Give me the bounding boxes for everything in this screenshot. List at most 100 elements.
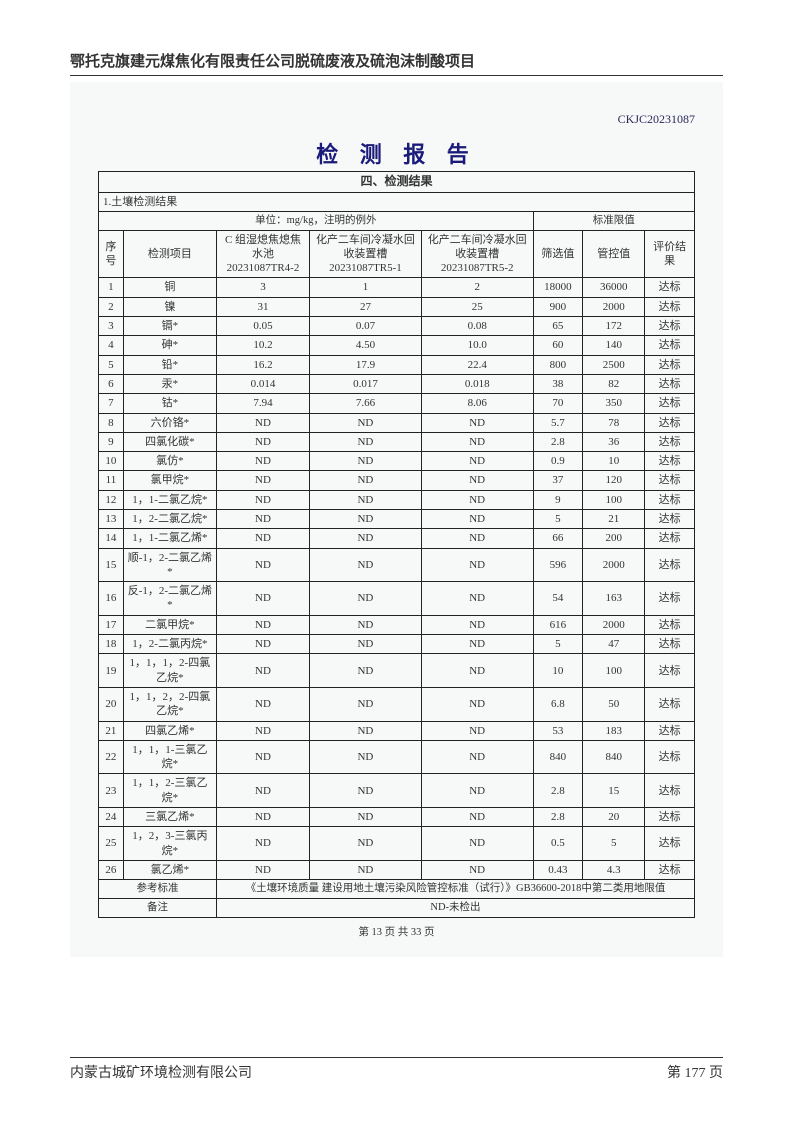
- table-cell: 3: [216, 278, 309, 297]
- table-cell: 82: [583, 374, 645, 393]
- table-cell: 2000: [583, 615, 645, 634]
- table-row: 26氯乙烯*NDNDND0.434.3达标: [99, 860, 695, 879]
- table-row: 16反-1，2-二氯乙烯*NDNDND54163达标: [99, 582, 695, 616]
- table-cell: 36000: [583, 278, 645, 297]
- col-item: 检测项目: [123, 230, 216, 278]
- table-cell: 达标: [645, 827, 695, 861]
- table-cell: 5: [533, 635, 583, 654]
- table-row: 15顺-1，2-二氯乙烯*NDNDND5962000达标: [99, 548, 695, 582]
- table-cell: 0.9: [533, 452, 583, 471]
- table-row: 10氯仿*NDNDND0.910达标: [99, 452, 695, 471]
- table-cell: 8: [99, 413, 124, 432]
- table-cell: 2000: [583, 297, 645, 316]
- table-row: 131，2-二氯乙烷*NDNDND521达标: [99, 509, 695, 528]
- table-cell: 12: [99, 490, 124, 509]
- table-cell: 4.50: [310, 336, 422, 355]
- col-control: 管控值: [583, 230, 645, 278]
- table-row: 4砷*10.24.5010.060140达标: [99, 336, 695, 355]
- col-sample2: 化产二车间冷凝水回收装置槽20231087TR5-1: [310, 230, 422, 278]
- reference-label: 参考标准: [99, 880, 217, 899]
- table-cell: 900: [533, 297, 583, 316]
- table-cell: 10.0: [421, 336, 533, 355]
- table-cell: 8.06: [421, 394, 533, 413]
- table-cell: 78: [583, 413, 645, 432]
- table-cell: 50: [583, 687, 645, 721]
- table-cell: 四氯化碳*: [123, 432, 216, 451]
- table-cell: 163: [583, 582, 645, 616]
- table-cell: ND: [421, 548, 533, 582]
- table-row: 21四氯乙烯*NDNDND53183达标: [99, 721, 695, 740]
- table-cell: 16.2: [216, 355, 309, 374]
- table-cell: 66: [533, 529, 583, 548]
- table-cell: 钴*: [123, 394, 216, 413]
- table-cell: 1: [99, 278, 124, 297]
- table-cell: 19: [99, 654, 124, 688]
- table-cell: 14: [99, 529, 124, 548]
- table-cell: ND: [216, 548, 309, 582]
- table-cell: 36: [583, 432, 645, 451]
- table-cell: 达标: [645, 615, 695, 634]
- table-cell: ND: [421, 827, 533, 861]
- table-cell: 140: [583, 336, 645, 355]
- col-screen: 筛选值: [533, 230, 583, 278]
- table-cell: 达标: [645, 860, 695, 879]
- table-cell: 氯甲烷*: [123, 471, 216, 490]
- table-cell: 22: [99, 740, 124, 774]
- table-cell: ND: [216, 615, 309, 634]
- table-row: 121，1-二氯乙烷*NDNDND9100达标: [99, 490, 695, 509]
- table-cell: ND: [310, 432, 422, 451]
- table-cell: 汞*: [123, 374, 216, 393]
- table-cell: ND: [421, 432, 533, 451]
- table-cell: 25: [99, 827, 124, 861]
- page-footer: 内蒙古城矿环境检测有限公司 第 177 页: [70, 1057, 723, 1082]
- table-cell: 31: [216, 297, 309, 316]
- table-row: 3镉*0.050.070.0865172达标: [99, 317, 695, 336]
- table-cell: 596: [533, 548, 583, 582]
- table-row: 141，1-二氯乙烯*NDNDND66200达标: [99, 529, 695, 548]
- table-cell: 达标: [645, 687, 695, 721]
- table-cell: ND: [216, 740, 309, 774]
- table-cell: 172: [583, 317, 645, 336]
- table-cell: ND: [216, 860, 309, 879]
- table-cell: ND: [310, 471, 422, 490]
- table-cell: 9: [99, 432, 124, 451]
- table-cell: ND: [216, 808, 309, 827]
- table-cell: 54: [533, 582, 583, 616]
- table-cell: ND: [310, 808, 422, 827]
- table-cell: 1，1-二氯乙烷*: [123, 490, 216, 509]
- table-cell: ND: [310, 548, 422, 582]
- table-cell: ND: [421, 808, 533, 827]
- table-cell: 11: [99, 471, 124, 490]
- table-cell: 17.9: [310, 355, 422, 374]
- table-cell: 22.4: [421, 355, 533, 374]
- table-cell: 183: [583, 721, 645, 740]
- table-cell: 达标: [645, 432, 695, 451]
- table-row: 17二氯甲烷*NDNDND6162000达标: [99, 615, 695, 634]
- table-cell: 达标: [645, 452, 695, 471]
- table-cell: 38: [533, 374, 583, 393]
- table-cell: 200: [583, 529, 645, 548]
- table-cell: 达标: [645, 740, 695, 774]
- table-cell: ND: [216, 471, 309, 490]
- table-cell: 达标: [645, 654, 695, 688]
- table-cell: 铅*: [123, 355, 216, 374]
- inner-page-footer: 第 13 页 共 33 页: [98, 924, 695, 939]
- table-cell: 达标: [645, 413, 695, 432]
- table-cell: ND: [310, 413, 422, 432]
- table-cell: ND: [216, 529, 309, 548]
- table-cell: 氯仿*: [123, 452, 216, 471]
- table-cell: 17: [99, 615, 124, 634]
- table-cell: ND: [216, 452, 309, 471]
- table-cell: ND: [310, 654, 422, 688]
- table-row: 1铜3121800036000达标: [99, 278, 695, 297]
- table-cell: 三氯乙烯*: [123, 808, 216, 827]
- table-cell: ND: [216, 413, 309, 432]
- footer-company: 内蒙古城矿环境检测有限公司: [70, 1062, 252, 1082]
- table-cell: 53: [533, 721, 583, 740]
- table-cell: 1，1-二氯乙烯*: [123, 529, 216, 548]
- table-cell: 0.43: [533, 860, 583, 879]
- table-cell: 10: [99, 452, 124, 471]
- table-cell: 800: [533, 355, 583, 374]
- table-cell: 21: [99, 721, 124, 740]
- table-cell: 达标: [645, 548, 695, 582]
